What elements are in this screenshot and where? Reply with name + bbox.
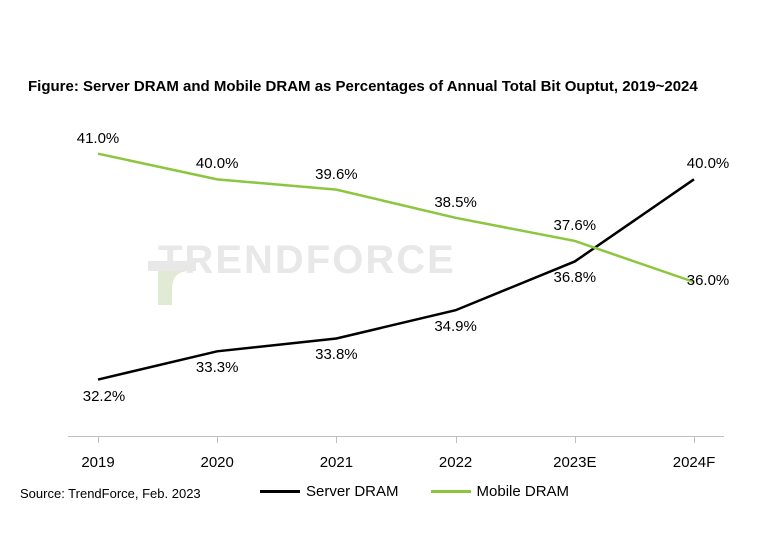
data-label: 33.8% [315, 346, 358, 363]
data-label: 40.0% [687, 155, 730, 172]
data-label: 36.0% [687, 272, 730, 289]
legend-label: Server DRAM [306, 483, 399, 500]
x-tick-label: 2023E [553, 454, 596, 471]
source-text: Source: TrendForce, Feb. 2023 [20, 486, 201, 501]
data-label: 39.6% [315, 166, 358, 183]
x-tick-label: 2022 [439, 454, 472, 471]
chart-svg [68, 128, 724, 436]
x-tick-label: 2024F [673, 454, 716, 471]
x-tick [217, 436, 218, 443]
chart-legend: Server DRAM Mobile DRAM [260, 483, 601, 500]
data-label: 41.0% [77, 130, 120, 147]
data-label: 37.6% [554, 217, 597, 234]
series-line-0 [98, 179, 694, 379]
data-label: 34.9% [434, 318, 477, 335]
data-label: 40.0% [196, 155, 239, 172]
data-label: 36.8% [554, 269, 597, 286]
chart-title: Figure: Server DRAM and Mobile DRAM as P… [28, 78, 698, 95]
x-tick-label: 2019 [81, 454, 114, 471]
data-label: 32.2% [83, 388, 126, 405]
legend-swatch [260, 490, 300, 493]
x-tick [575, 436, 576, 443]
x-tick-label: 2021 [320, 454, 353, 471]
legend-item: Server DRAM [260, 483, 399, 500]
legend-item: Mobile DRAM [431, 483, 570, 500]
data-label: 33.3% [196, 359, 239, 376]
x-tick [336, 436, 337, 443]
x-tick [456, 436, 457, 443]
x-tick-label: 2020 [201, 454, 234, 471]
x-axis-line [68, 436, 724, 437]
x-tick [694, 436, 695, 443]
chart-plot-area: 20192020202120222023E2024F32.2%33.3%33.8… [68, 128, 724, 436]
x-tick [98, 436, 99, 443]
legend-label: Mobile DRAM [477, 483, 570, 500]
series-line-1 [98, 154, 694, 282]
legend-swatch [431, 490, 471, 493]
data-label: 38.5% [434, 194, 477, 211]
